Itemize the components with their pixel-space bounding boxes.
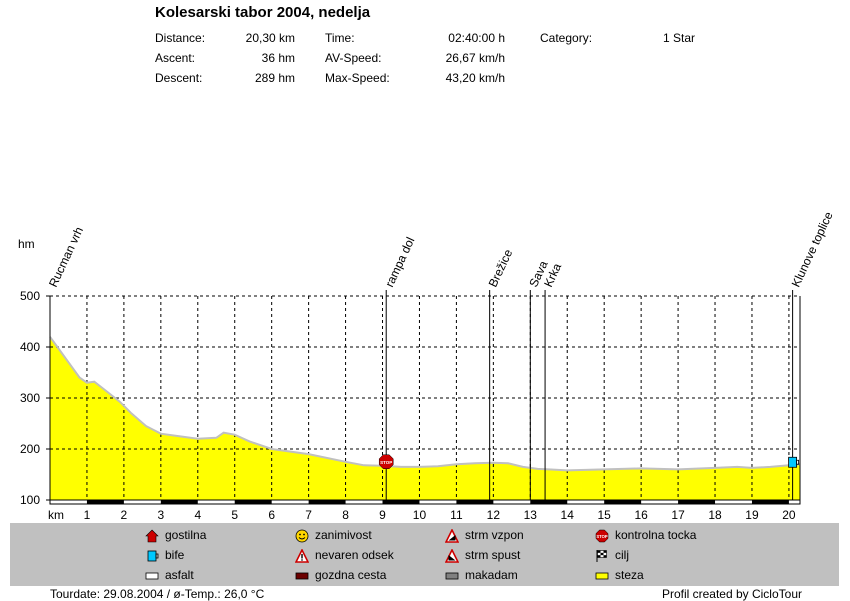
steep-down-icon (445, 549, 459, 563)
stop-icon: STOP (595, 529, 609, 543)
x-tick-label: 7 (305, 508, 312, 522)
x-tick-label: 3 (157, 508, 164, 522)
descent-value: 289 hm (254, 71, 295, 85)
maxspeed-label: Max-Speed: (325, 71, 390, 85)
x-tick-label: 15 (598, 508, 612, 522)
x-tick-label: 1 (84, 508, 91, 522)
ascent-label: Ascent: (155, 51, 196, 65)
ascent-value: 36 hm (261, 51, 295, 65)
km-bar-segment (308, 500, 346, 504)
cup-icon (147, 550, 159, 562)
x-tick-label: 4 (194, 508, 201, 522)
x-tick-label: 14 (561, 508, 575, 522)
svg-text:STOP: STOP (596, 534, 608, 539)
tour-info: Tourdate: 29.08.2004 / ø-Temp.: 26,0 °C (50, 587, 265, 601)
y-tick-label: 500 (20, 289, 40, 303)
time-value: 02:40:00 h (448, 31, 505, 45)
legend-label: cilj (615, 548, 629, 562)
waypoint-label: Brežice (486, 247, 516, 289)
elevation-area (50, 336, 800, 500)
warning-icon (295, 549, 309, 563)
smiley-icon (295, 529, 309, 543)
legend-label: nevaren odsek (315, 548, 394, 562)
km-bar-segment (456, 500, 494, 504)
time-label: Time: (325, 31, 355, 45)
distance-label: Distance: (155, 31, 206, 45)
steep-up-icon (445, 529, 459, 543)
avspeed-label: AV-Speed: (325, 51, 382, 65)
legend-label: strm spust (465, 548, 521, 562)
waypoint-label: Rucman vrh (46, 225, 86, 290)
km-bar-segment (530, 500, 568, 504)
waypoint-label: rampa dol (382, 235, 417, 289)
y-tick-label: 100 (20, 493, 40, 507)
bife-icon (788, 456, 798, 468)
km-bar-segment (160, 500, 198, 504)
descent-label: Descent: (155, 71, 203, 85)
house-icon (145, 529, 159, 543)
bife-icon-handle (796, 459, 800, 465)
y-axis-label: hm (18, 237, 35, 251)
y-tick-label: 200 (20, 442, 40, 456)
legend-label: gostilna (165, 528, 207, 542)
maxspeed-value: 43,20 km/h (445, 71, 505, 85)
elevation-line (49, 336, 801, 472)
legend: gostilna bife asfalt zanimivost nevaren … (10, 523, 839, 586)
page-title: Kolesarski tabor 2004, nedelja (155, 4, 371, 21)
x-tick-label: 6 (268, 508, 275, 522)
surface-makadam-icon (445, 572, 459, 580)
km-bar-segment (751, 500, 789, 504)
km-bar-segment (678, 500, 716, 504)
legend-label: asfalt (165, 568, 194, 582)
distance-value: 20,30 km (245, 31, 295, 45)
credit-text: Profil created by CicloTour (661, 587, 802, 601)
waypoint-label: Klunove toplice (789, 209, 836, 289)
legend-label: bife (165, 548, 185, 562)
km-bar (49, 499, 801, 505)
x-tick-label: 9 (379, 508, 386, 522)
surface-steza-icon (595, 572, 609, 580)
x-axis-label: km (48, 508, 64, 522)
km-bar-segment (382, 500, 420, 504)
x-tick-label: 19 (745, 508, 759, 522)
y-tick-label: 300 (20, 391, 40, 405)
x-tick-label: 13 (524, 508, 538, 522)
legend-label: makadam (465, 568, 518, 582)
x-tick-label: 5 (231, 508, 238, 522)
km-bar-segment (234, 500, 272, 504)
x-tick-label: 20 (782, 508, 796, 522)
x-tick-label: 12 (487, 508, 501, 522)
y-tick-label: 400 (20, 340, 40, 354)
legend-label: strm vzpon (465, 528, 524, 542)
km-bar-segment (604, 500, 642, 504)
x-tick-label: 10 (413, 508, 427, 522)
avspeed-value: 26,67 km/h (445, 51, 505, 65)
x-tick-label: 18 (708, 508, 722, 522)
x-tick-label: 17 (671, 508, 685, 522)
surface-asfalt-icon (145, 572, 159, 580)
legend-label: gozdna cesta (315, 568, 387, 582)
x-tick-label: 8 (342, 508, 349, 522)
stop-icon-text: STOP (380, 460, 392, 465)
km-bar-segment (86, 500, 124, 504)
stop-icon (378, 454, 394, 469)
legend-label: zanimivost (315, 528, 372, 542)
x-tick-label: 2 (121, 508, 128, 522)
category-value: 1 Star (662, 31, 695, 45)
x-tick-label: 16 (634, 508, 648, 522)
surface-gozdna-icon (295, 572, 309, 580)
legend-label: steza (615, 568, 644, 582)
legend-label: kontrolna tocka (615, 528, 697, 542)
finish-flag-icon (596, 550, 607, 562)
category-label: Category: (540, 31, 593, 45)
x-tick-label: 11 (450, 508, 463, 522)
